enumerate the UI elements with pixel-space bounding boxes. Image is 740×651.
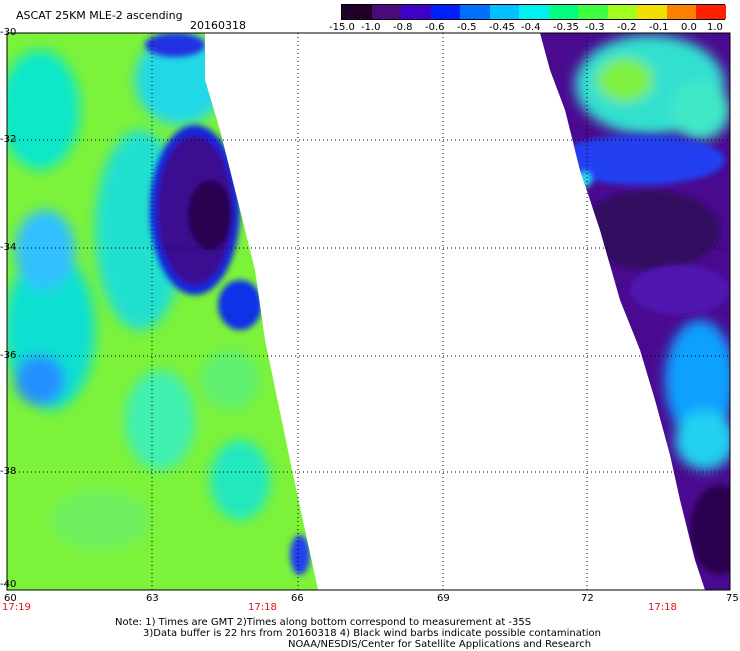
x-tick: 66 xyxy=(291,593,304,604)
x-tick: 60 xyxy=(4,593,17,604)
colorbar-label: -0.35 xyxy=(553,22,579,33)
time-label: 17:18 xyxy=(648,602,677,613)
right-swath xyxy=(540,33,730,590)
colorbar-label: 0.0 xyxy=(681,22,697,33)
time-label: 17:19 xyxy=(2,602,31,613)
y-tick: -40 xyxy=(0,579,17,590)
colorbar-segment xyxy=(460,5,491,19)
colorbar-segment xyxy=(637,5,668,19)
colorbar-label: -1.0 xyxy=(361,22,381,33)
colorbar-segment xyxy=(430,5,461,19)
colorbar-segment xyxy=(666,5,697,19)
x-tick: 72 xyxy=(581,593,594,604)
colorbar-segment xyxy=(578,5,609,19)
colorbar-label: -0.3 xyxy=(585,22,605,33)
colorbar-label: -0.6 xyxy=(425,22,445,33)
colorbar-label: -15.0 xyxy=(329,22,355,33)
colorbar-label: 1.0 xyxy=(707,22,723,33)
colorbar-label: -0.1 xyxy=(649,22,669,33)
map-title: ASCAT 25KM MLE-2 ascending xyxy=(16,9,183,22)
map-date: 20160318 xyxy=(190,19,246,32)
colorbar-label: -0.4 xyxy=(521,22,541,33)
y-tick: -34 xyxy=(0,242,17,253)
colorbar-segment xyxy=(607,5,638,19)
colorbar-segment xyxy=(519,5,550,19)
colorbar xyxy=(341,4,727,20)
note-line: Note: 1) Times are GMT 2)Times along bot… xyxy=(115,617,532,628)
y-tick: -36 xyxy=(0,350,17,361)
colorbar-segment xyxy=(489,5,520,19)
note-line: 3)Data buffer is 22 hrs from 20160318 4)… xyxy=(143,628,601,639)
colorbar-label: -0.8 xyxy=(393,22,413,33)
colorbar-segment xyxy=(548,5,579,19)
map-frame xyxy=(6,32,731,591)
colorbar-segment xyxy=(696,5,727,19)
colorbar-segment xyxy=(401,5,432,19)
y-tick: -30 xyxy=(0,27,17,38)
note-line: NOAA/NESDIS/Center for Satellite Applica… xyxy=(288,639,592,650)
colorbar-segment xyxy=(371,5,402,19)
left-swath xyxy=(7,33,318,590)
grid-lines xyxy=(7,33,730,590)
x-tick: 69 xyxy=(437,593,450,604)
y-tick: -38 xyxy=(0,466,17,477)
time-label: 17:18 xyxy=(248,602,277,613)
y-tick: -32 xyxy=(0,134,17,145)
colorbar-label: -0.45 xyxy=(489,22,515,33)
x-tick: 63 xyxy=(146,593,159,604)
colorbar-label: -0.2 xyxy=(617,22,637,33)
colorbar-label: -0.5 xyxy=(457,22,477,33)
x-tick: 75 xyxy=(726,593,739,604)
colorbar-segment xyxy=(342,5,373,19)
